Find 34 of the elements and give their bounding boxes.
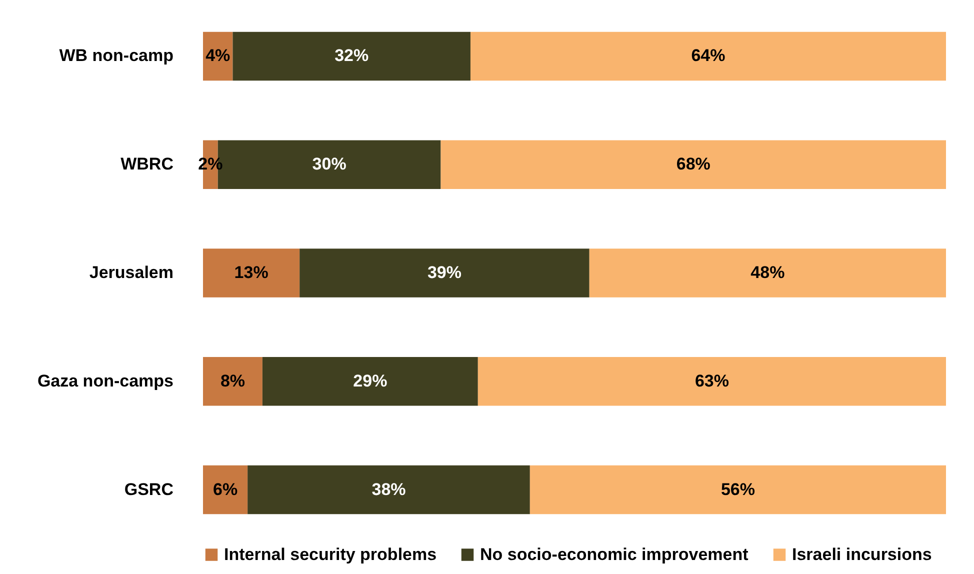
data-label: 68% — [676, 154, 710, 174]
y-tick-label: GSRC — [124, 480, 174, 499]
y-tick-label: WBRC — [120, 154, 174, 174]
bar — [203, 465, 248, 514]
legend-label: No socio-economic improvement — [480, 544, 749, 564]
data-label: 63% — [694, 371, 729, 390]
data-label: 8% — [220, 371, 246, 390]
bar — [232, 32, 470, 81]
data-label: 6% — [213, 480, 238, 499]
bar — [262, 357, 478, 406]
y-tick-label: Gaza non-camps — [37, 371, 174, 390]
bar — [248, 465, 530, 514]
bar — [203, 248, 300, 298]
data-label: 38% — [372, 480, 406, 499]
bar — [470, 32, 946, 81]
data-label: 4% — [206, 46, 230, 66]
data-label: 39% — [427, 263, 462, 282]
data-label: 32% — [334, 46, 369, 66]
y-tick-label: WB non-camp — [59, 46, 174, 66]
y-tick-label: Jerusalem — [89, 263, 174, 282]
bar — [203, 357, 262, 406]
data-label: 13% — [234, 263, 268, 282]
data-label: 48% — [750, 263, 785, 282]
legend-label: Israeli incursions — [792, 544, 932, 564]
bar — [300, 248, 590, 298]
data-label: 56% — [720, 480, 755, 499]
bar — [478, 357, 946, 406]
data-label: 29% — [353, 371, 388, 390]
data-label: 64% — [691, 46, 726, 66]
data-label: 30% — [312, 154, 346, 174]
bar — [589, 248, 946, 298]
bar — [530, 465, 946, 514]
legend-label: Internal security problems — [224, 544, 437, 564]
bar — [440, 140, 946, 189]
